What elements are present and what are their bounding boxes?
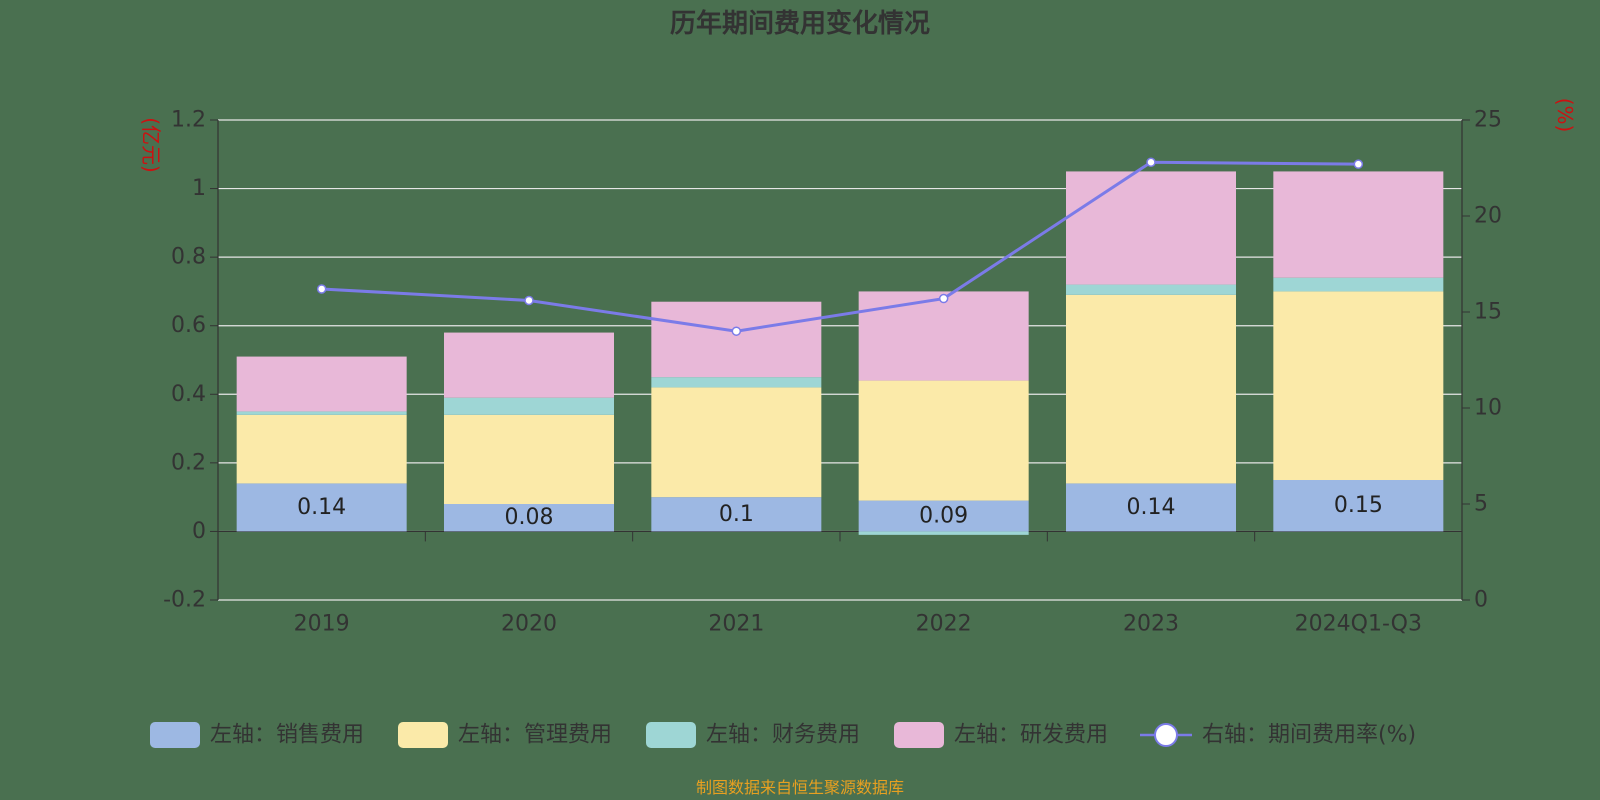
legend-label: 右轴：期间费用率(%) [1202, 723, 1416, 748]
left-tick-label: 0.2 [171, 450, 206, 475]
bar-segment [858, 500, 1029, 532]
rate-point [1146, 157, 1156, 167]
left-tick-label: -0.2 [163, 588, 206, 613]
bar-segment [651, 497, 822, 532]
bar-segment [1066, 284, 1236, 295]
chart-title: 历年期间费用变化情况 [670, 8, 930, 39]
bar-segment [444, 504, 614, 532]
legend: 左轴：销售费用 左轴：管理费用 左轴：财务费用 左轴：研发费用 右轴：期间费用率(%) [150, 722, 1416, 748]
rate-line [316, 157, 1364, 336]
bar-segment [1066, 483, 1236, 532]
x-tick-label: 2023 [1123, 612, 1179, 637]
legend-label: 左轴：销售费用 [210, 723, 364, 748]
left-tick-label: 0.8 [171, 245, 206, 270]
x-tick-label: 2019 [294, 612, 350, 637]
right-axis-unit: (%) [1553, 98, 1577, 133]
bar-segment [651, 301, 822, 378]
bar-segment [651, 387, 822, 498]
bar-segment [858, 380, 1029, 501]
left-axis-unit: (亿元) [139, 117, 163, 173]
right-tick-label: 0 [1474, 588, 1488, 613]
right-tick-label: 25 [1474, 108, 1502, 133]
bar-segment [1273, 171, 1444, 278]
rate-point [938, 293, 949, 304]
bar-segment [858, 531, 1029, 535]
data-label: 0.1 [719, 502, 754, 527]
bar-segment [858, 291, 1029, 381]
bar-segment [651, 377, 822, 388]
bar-segment [1273, 480, 1444, 532]
data-label: 0.08 [505, 505, 554, 530]
left-tick-label: 0 [192, 519, 206, 544]
bar-segment [236, 483, 407, 532]
legend-label: 左轴：管理费用 [458, 723, 612, 748]
rate-line-path [321, 160, 1359, 333]
source-note: 制图数据来自恒生聚源数据库 [696, 778, 904, 797]
bar-segment [1066, 171, 1236, 285]
bar-segment [444, 397, 614, 415]
left-tick-label: 1 [192, 176, 206, 201]
legend-swatch [398, 722, 448, 748]
data-labels: 0.14 0.08 0.1 0.09 0.14 0.15 [297, 493, 1383, 530]
legend-swatch [646, 722, 696, 748]
bar-segment [236, 356, 407, 412]
data-label: 0.09 [919, 504, 968, 529]
bar-segment [1273, 291, 1444, 480]
legend-swatch [150, 722, 200, 748]
right-tick-label: 15 [1474, 300, 1502, 325]
bar-segment [236, 414, 407, 484]
legend-label: 左轴：财务费用 [706, 723, 860, 748]
bar-segment [1273, 277, 1444, 292]
legend-label: 左轴：研发费用 [954, 723, 1108, 748]
right-tick-label: 5 [1474, 492, 1488, 517]
x-tick-label: 2022 [916, 612, 972, 637]
data-label: 0.15 [1334, 493, 1383, 518]
left-tick-label: 0.6 [171, 313, 206, 338]
bar-segment [236, 411, 407, 415]
axes: -0.2 0 0.2 0.4 0.6 0.8 1 1.2 0 5 10 15 20 25 2019 2020 2… [163, 108, 1502, 637]
data-label: 0.14 [1127, 495, 1176, 520]
bar-segment [444, 414, 614, 504]
legend-swatch [894, 722, 944, 748]
left-tick-label: 0.4 [171, 382, 206, 407]
right-tick-label: 10 [1474, 396, 1502, 421]
bar-segment [444, 332, 614, 398]
bars [236, 171, 1444, 535]
left-tick-label: 1.2 [171, 108, 206, 133]
bar-segment [1066, 294, 1236, 484]
data-label: 0.14 [297, 495, 346, 520]
rate-point [524, 295, 534, 306]
x-tick-label: 2020 [501, 612, 557, 637]
rate-point [316, 284, 327, 294]
rate-point [731, 326, 742, 336]
right-tick-label: 20 [1474, 204, 1502, 229]
legend-marker [1154, 723, 1178, 747]
x-tick-label: 2024Q1-Q3 [1295, 612, 1422, 637]
x-tick-label: 2021 [708, 612, 764, 637]
rate-point [1353, 159, 1364, 169]
